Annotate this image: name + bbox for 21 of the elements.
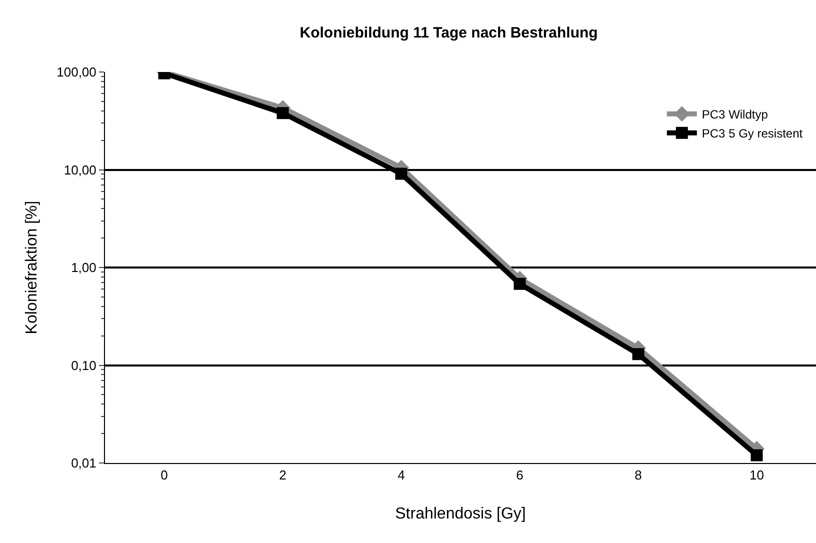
legend-label: PC3 5 Gy resistent bbox=[702, 126, 804, 141]
x-tick-label: 8 bbox=[634, 468, 642, 483]
point bbox=[395, 168, 408, 180]
x-tick-label: 10 bbox=[750, 468, 764, 483]
y-tick-label: 0,01 bbox=[71, 456, 96, 471]
point bbox=[276, 107, 289, 120]
x-tick-label: 6 bbox=[516, 468, 524, 483]
legend-label: PC3 Wildtyp bbox=[702, 108, 768, 122]
y-tick-label: 100,00 bbox=[56, 64, 96, 80]
point bbox=[632, 348, 644, 360]
x-tick-label: 4 bbox=[398, 468, 405, 483]
y-tick-label: 1,00 bbox=[71, 260, 96, 276]
point bbox=[750, 449, 763, 462]
y-axis-title: Koloniefraktion [%] bbox=[24, 200, 41, 334]
point bbox=[514, 278, 526, 290]
x-tick-label: 0 bbox=[160, 468, 168, 483]
y-tick-label: 10,00 bbox=[64, 162, 96, 178]
chart-title: Koloniebildung 11 Tage nach Bestrahlung bbox=[300, 24, 598, 42]
y-tick-label: 0,10 bbox=[71, 358, 96, 373]
x-tick-label: 2 bbox=[279, 468, 286, 483]
x-axis-title: Strahlendosis [Gy] bbox=[395, 505, 526, 522]
